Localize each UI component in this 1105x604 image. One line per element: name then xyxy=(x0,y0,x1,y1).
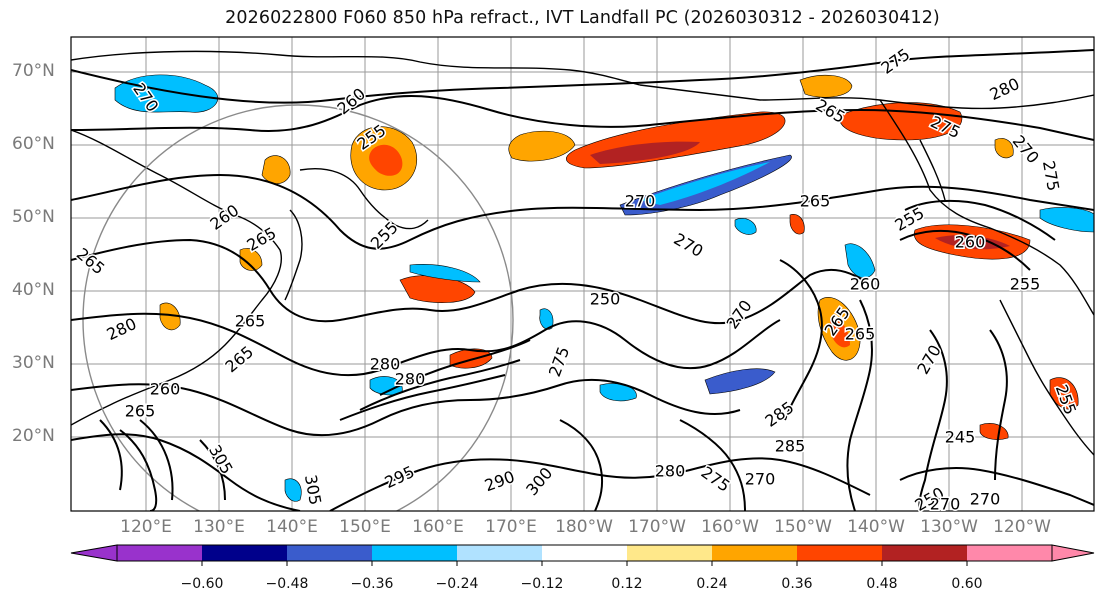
fill-patch xyxy=(159,302,181,331)
lat-label-50n: 50°N xyxy=(12,207,55,227)
colorbar-segment xyxy=(542,545,627,561)
contour-label: 250 xyxy=(590,290,621,309)
coastlines xyxy=(71,50,1094,456)
fill-patch xyxy=(799,74,853,98)
colorbar-tick-label: −0.60 xyxy=(180,576,224,592)
fill-patch xyxy=(994,138,1014,159)
colorbar-segment xyxy=(457,545,542,561)
contour-label: 265 xyxy=(235,312,266,331)
colorbar-segment xyxy=(372,545,457,561)
fill-patch xyxy=(839,102,963,141)
colorbar-tick-label: −0.24 xyxy=(435,576,479,592)
lon-label-140w: 140°W xyxy=(847,517,905,537)
map-frame xyxy=(70,36,1095,512)
fill-patch xyxy=(114,74,219,113)
contour-label: 270 xyxy=(970,490,1001,509)
lon-label-140e: 140°E xyxy=(266,517,318,537)
fill-patch xyxy=(789,214,805,235)
lon-label-180w: 180°W xyxy=(555,517,613,537)
colorbar-segment xyxy=(627,545,712,561)
contour-label: 255 xyxy=(1010,275,1041,294)
colorbar-tick-label: −0.48 xyxy=(265,576,309,592)
fill-patch xyxy=(640,162,770,205)
fill-patch xyxy=(284,478,302,502)
lon-label-130w: 130°W xyxy=(920,517,978,537)
fill-patch xyxy=(261,155,291,184)
fill-patch xyxy=(830,319,850,348)
lon-label-120e: 120°E xyxy=(120,517,172,537)
fill-patch xyxy=(979,423,1009,440)
fill-patch xyxy=(704,368,776,395)
colorbar-segment xyxy=(712,545,797,561)
fill-patch xyxy=(844,243,876,278)
contour-label: 270 xyxy=(930,495,961,514)
lon-label-170e: 170°E xyxy=(485,517,537,537)
fill-patch xyxy=(590,141,700,164)
colorbar-segment xyxy=(882,545,967,561)
colorbar-segment xyxy=(287,545,372,561)
contour-label: 285 xyxy=(775,437,806,456)
lon-label-150w: 150°W xyxy=(774,517,832,537)
colorbar-tick-label: 0.48 xyxy=(866,576,898,592)
lat-label-30n: 30°N xyxy=(12,353,55,373)
contour-label: 260 xyxy=(955,233,986,252)
colorbar-tick-label: 0.12 xyxy=(611,576,643,592)
lon-label-160w: 160°W xyxy=(701,517,759,537)
colorbar-tick-label: 0.24 xyxy=(696,576,728,592)
contour-label: 270 xyxy=(745,470,776,489)
colorbar-segment xyxy=(797,545,882,561)
fill-patch xyxy=(734,218,757,235)
colorbar-tick-label: −0.12 xyxy=(520,576,564,592)
lon-label-160e: 160°E xyxy=(412,517,464,537)
lon-label-120w: 120°W xyxy=(993,517,1051,537)
lon-label-130e: 130°E xyxy=(193,517,245,537)
contour-label: 270 xyxy=(625,192,656,211)
colorbar-tick-label: 0.36 xyxy=(781,576,813,592)
fill-patch xyxy=(409,264,481,283)
map-title: 2026022800 F060 850 hPa refract., IVT La… xyxy=(225,8,940,28)
fill-patch xyxy=(1039,207,1094,233)
fill-patch xyxy=(508,130,576,162)
colorbar xyxy=(70,544,1095,566)
colorbar-max-extension xyxy=(1051,544,1095,562)
range-circle xyxy=(82,104,514,511)
fill-patch xyxy=(935,235,1010,250)
contour-label: 280 xyxy=(395,370,426,389)
contour-label: 265 xyxy=(845,325,876,344)
colorbar-tick-label: −0.36 xyxy=(350,576,394,592)
refractivity-contours xyxy=(71,49,1094,511)
lon-label-170w: 170°W xyxy=(628,517,686,537)
lon-label-150e: 150°E xyxy=(339,517,391,537)
colorbar-tick-label: 0.60 xyxy=(951,576,983,592)
contour-label: 260 xyxy=(850,275,881,294)
fill-patch xyxy=(539,308,554,330)
refractivity-fill-patches xyxy=(114,74,1094,502)
contour-label: 245 xyxy=(945,428,976,447)
lat-label-40n: 40°N xyxy=(12,280,55,300)
contour-label: 265 xyxy=(125,402,156,421)
contour-label: 265 xyxy=(800,192,831,211)
contour-label: 280 xyxy=(655,462,686,481)
colorbar-segment xyxy=(117,545,202,561)
fill-patch xyxy=(239,248,263,271)
contour-label: 280 xyxy=(370,355,401,374)
contour-label: 260 xyxy=(150,380,181,399)
colorbar-min-extension xyxy=(70,544,118,562)
colorbar-segment xyxy=(202,545,287,561)
lat-label-70n: 70°N xyxy=(12,61,55,81)
lat-label-20n: 20°N xyxy=(12,426,55,446)
colorbar-segment xyxy=(967,545,1052,561)
lat-label-60n: 60°N xyxy=(12,134,55,154)
fill-patch xyxy=(369,144,403,176)
